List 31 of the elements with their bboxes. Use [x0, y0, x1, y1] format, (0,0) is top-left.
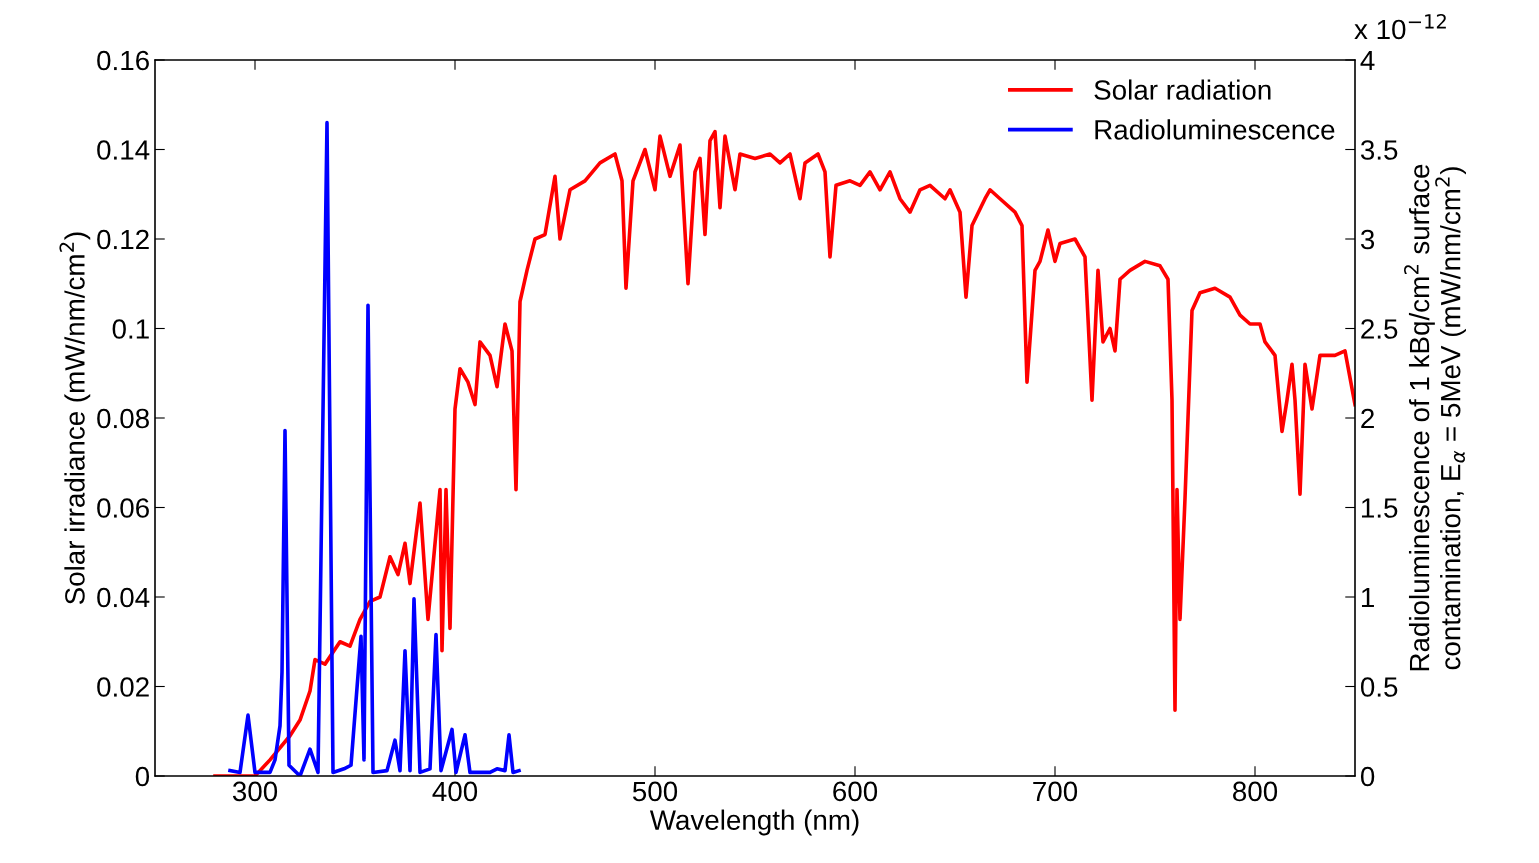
y-tick-label: 0.08 [97, 408, 149, 429]
legend-label: Solar radiation [1094, 79, 1271, 100]
y2-tick-label: 1.5 [1361, 498, 1398, 518]
y-tick-label: 0.12 [97, 229, 149, 250]
text: x 10$^{−12}$ [1354, 13, 1446, 40]
y2-tick-label: 3.5 [1360, 140, 1398, 160]
x-tick-label: 300 [232, 781, 278, 802]
y2-tick-label: 4 [1360, 50, 1375, 71]
y2-tick-label: 1 [1361, 587, 1374, 608]
y2-tick-label: 0 [1360, 766, 1375, 787]
y-tick-label: 0.04 [97, 587, 150, 608]
x-tick-label: 600 [833, 781, 878, 802]
line-series [228, 120, 521, 776]
y2-tick-label: 2 [1361, 408, 1374, 429]
y-tick-label: 0 [135, 766, 150, 787]
x-tick-label: 500 [632, 781, 678, 802]
y2-tick-label: 3 [1360, 229, 1375, 250]
y-tick-label: 0.14 [97, 140, 150, 160]
x-tick-label: 400 [432, 781, 478, 802]
y-tick-label: 0.1 [112, 319, 149, 339]
x-tick-label: 800 [1233, 781, 1278, 802]
y-tick-label: 0.06 [97, 498, 149, 518]
y-tick-label: 0.02 [97, 677, 149, 697]
y2-tick-label: 2.5 [1361, 319, 1398, 339]
y-axis-title: Solar irradiance (mW/nm/cm$^{2}$) [59, 232, 91, 605]
text: Radioluminescence of 1 kBq/cm$^{2}$ surface contamination, E$_{α}$ = 5MeV (mW/nm/cm$^{2}$) [1404, 164, 1466, 671]
x-axis-title: Wavelength (nm) [649, 809, 859, 836]
y2-tick-label: 0.5 [1360, 677, 1398, 697]
x-tick-label: 700 [1033, 781, 1078, 802]
y-tick-label: 0.16 [97, 50, 149, 71]
legend-label: Radioluminescence [1095, 119, 1335, 140]
